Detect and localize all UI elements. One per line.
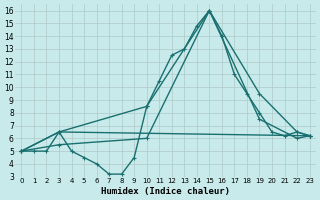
X-axis label: Humidex (Indice chaleur): Humidex (Indice chaleur) — [101, 187, 230, 196]
